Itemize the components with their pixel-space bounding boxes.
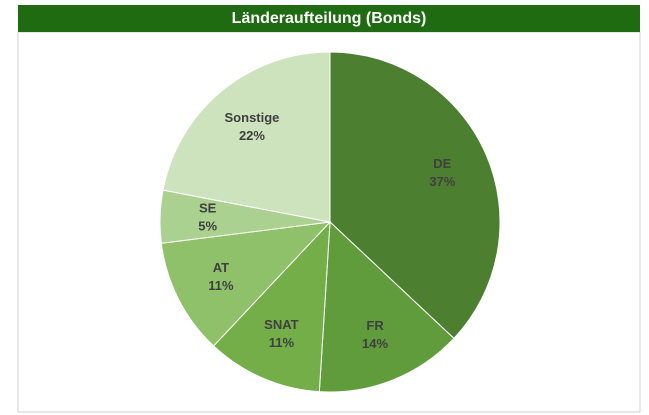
slice-value-label: 37% [429, 174, 455, 189]
pie-slice [160, 221, 332, 347]
pie-slice [212, 220, 331, 393]
slice-value-label: 14% [362, 336, 388, 351]
pie-slice [329, 51, 501, 340]
pie-slice [162, 51, 331, 223]
title-bar [18, 5, 640, 32]
slice-value-label: 5% [198, 219, 217, 234]
slice-value-label: 11% [208, 278, 234, 293]
slice-label: FR [366, 318, 384, 333]
slice-label: Sonstige [225, 110, 280, 125]
slice-label: AT [213, 260, 229, 275]
slice-label: SE [199, 201, 217, 216]
slice-value-label: 22% [239, 128, 265, 143]
slice-label: DE [433, 156, 451, 171]
slice-value-label: 11% [269, 335, 295, 350]
chart-title: Länderaufteilung (Bonds) [232, 10, 427, 27]
slice-label: SNAT [264, 317, 298, 332]
pie-slice [318, 220, 455, 393]
